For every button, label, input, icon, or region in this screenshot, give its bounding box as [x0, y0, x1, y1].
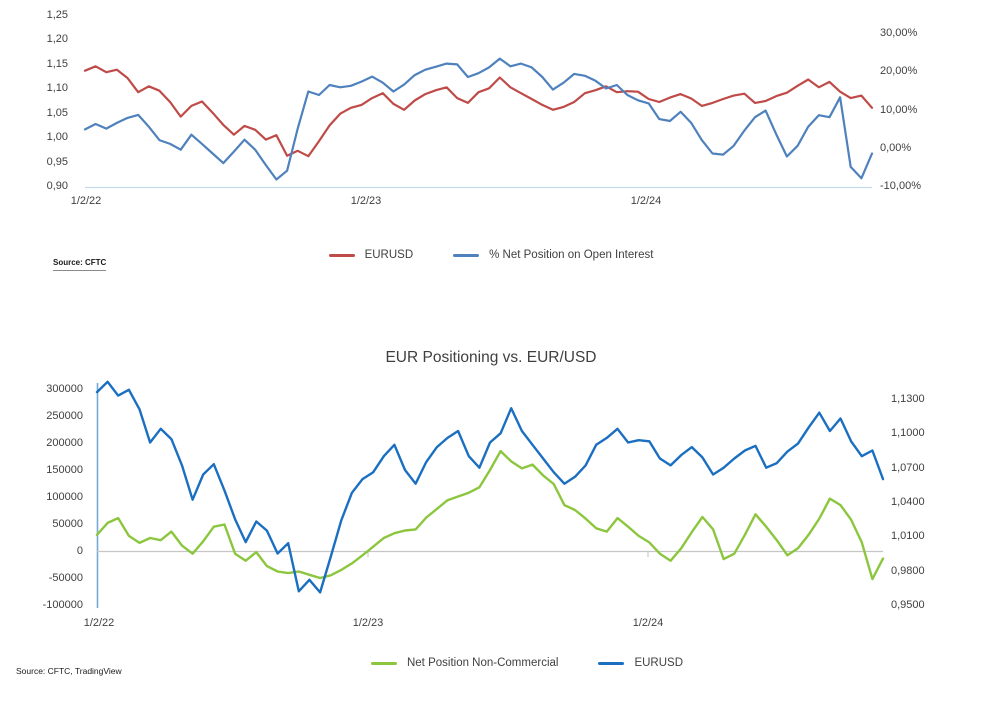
chart0-right-axis-tick: 10,00%	[880, 103, 918, 116]
chart0-left-axis-tick: 1,20	[46, 33, 68, 46]
legend-label-net-position-oi: % Net Position on Open Interest	[489, 249, 654, 261]
bottom-chart-source: Source: CFTC, TradingView	[16, 666, 122, 676]
chart1-left-axis-tick: -100000	[42, 599, 83, 611]
chart0-right-axis-tick: 20,00%	[880, 65, 918, 78]
chart1-left-axis-tick: 200000	[46, 437, 83, 449]
chart1-left-axis-tick: 250000	[46, 410, 83, 422]
chart0-right-axis-tick: 30,00%	[880, 27, 918, 39]
legend-item-eurusd: EURUSD	[328, 249, 414, 261]
legend-item-net-position-oi: % Net Position on Open Interest	[453, 249, 653, 261]
net-position-non-commercial-line	[95, 449, 885, 581]
chart0-left-axis-tick: 1,10	[46, 82, 68, 95]
chart1-right-axis-tick: 0,9500	[891, 599, 925, 611]
chart1-left-axis-tick: 300000	[46, 383, 83, 395]
chart0-right-axis-tick: 0,00%	[880, 141, 912, 154]
legend-label-eurusd-bottom: EURUSD	[634, 657, 684, 669]
-net-position-on-open-interest-line	[83, 57, 874, 181]
chart1-right-axis-tick: 1,0400	[891, 496, 925, 508]
chart1-right-axis-tick: 1,0700	[891, 461, 925, 474]
chart0-x-axis-tick: 1/2/24	[630, 195, 662, 207]
chart1-right-axis-tick: 1,0100	[891, 530, 925, 543]
chart1-left-axis-tick: 100000	[46, 491, 83, 503]
chart0-left-axis-tick: 1,25	[46, 9, 68, 21]
chart1-left-axis-tick: -50000	[48, 572, 83, 584]
chart1-left-axis-tick: 150000	[46, 464, 83, 476]
top-chart-series-group	[83, 57, 874, 181]
chart1-x-axis-tick: 1/2/22	[83, 617, 115, 629]
top-chart-legend: EURUSD % Net Position on Open Interest	[0, 246, 982, 264]
bottom-chart-legend: Net Position Non-Commercial EURUSD	[36, 654, 982, 672]
legend-item-net-position-noncommercial: Net Position Non-Commercial	[370, 657, 559, 669]
legend-label-eurusd: EURUSD	[364, 249, 414, 261]
chart1-x-axis-tick: 1/2/24	[632, 617, 664, 629]
chart1-left-axis-tick: 50000	[52, 518, 83, 530]
top-chart-source: Source: CFTC	[53, 258, 107, 271]
chart0-left-axis-tick: 1,00	[46, 131, 68, 144]
chart1-right-axis-tick: 1,1300	[891, 393, 925, 405]
legend-item-eurusd-bottom: EURUSD	[598, 657, 683, 669]
chart0-left-axis-tick: 0,90	[46, 180, 68, 192]
net-position-oi-legend-swatch-icon	[453, 253, 480, 257]
eurusd-line	[95, 380, 885, 594]
chart0-x-axis-tick: 1/2/22	[70, 195, 102, 207]
eurusd-bottom-legend-swatch-icon	[598, 661, 625, 665]
chart1-right-axis-tick: 1,1000	[891, 427, 925, 440]
eurusd-line	[83, 65, 874, 158]
bottom-chart-series-group	[95, 380, 885, 594]
chart1-x-axis-tick: 1/2/23	[352, 617, 384, 629]
chart0-right-axis-tick: -10,00%	[880, 180, 921, 192]
chart0-left-axis-tick: 1,05	[46, 106, 68, 119]
bottom-chart-title: EUR Positioning vs. EUR/USD	[385, 349, 597, 366]
chart1-right-axis-tick: 0,9800	[891, 564, 925, 577]
chart1-left-axis-tick: 0	[76, 545, 83, 557]
chart0-x-axis-tick: 1/2/23	[350, 195, 382, 207]
legend-label-net-position-noncommercial: Net Position Non-Commercial	[406, 657, 559, 669]
chart0-left-axis-tick: 1,15	[46, 57, 68, 70]
eurusd-legend-swatch-icon	[328, 253, 355, 257]
net-position-legend-swatch-icon	[370, 661, 397, 665]
chart0-left-axis-tick: 0,95	[46, 155, 68, 168]
